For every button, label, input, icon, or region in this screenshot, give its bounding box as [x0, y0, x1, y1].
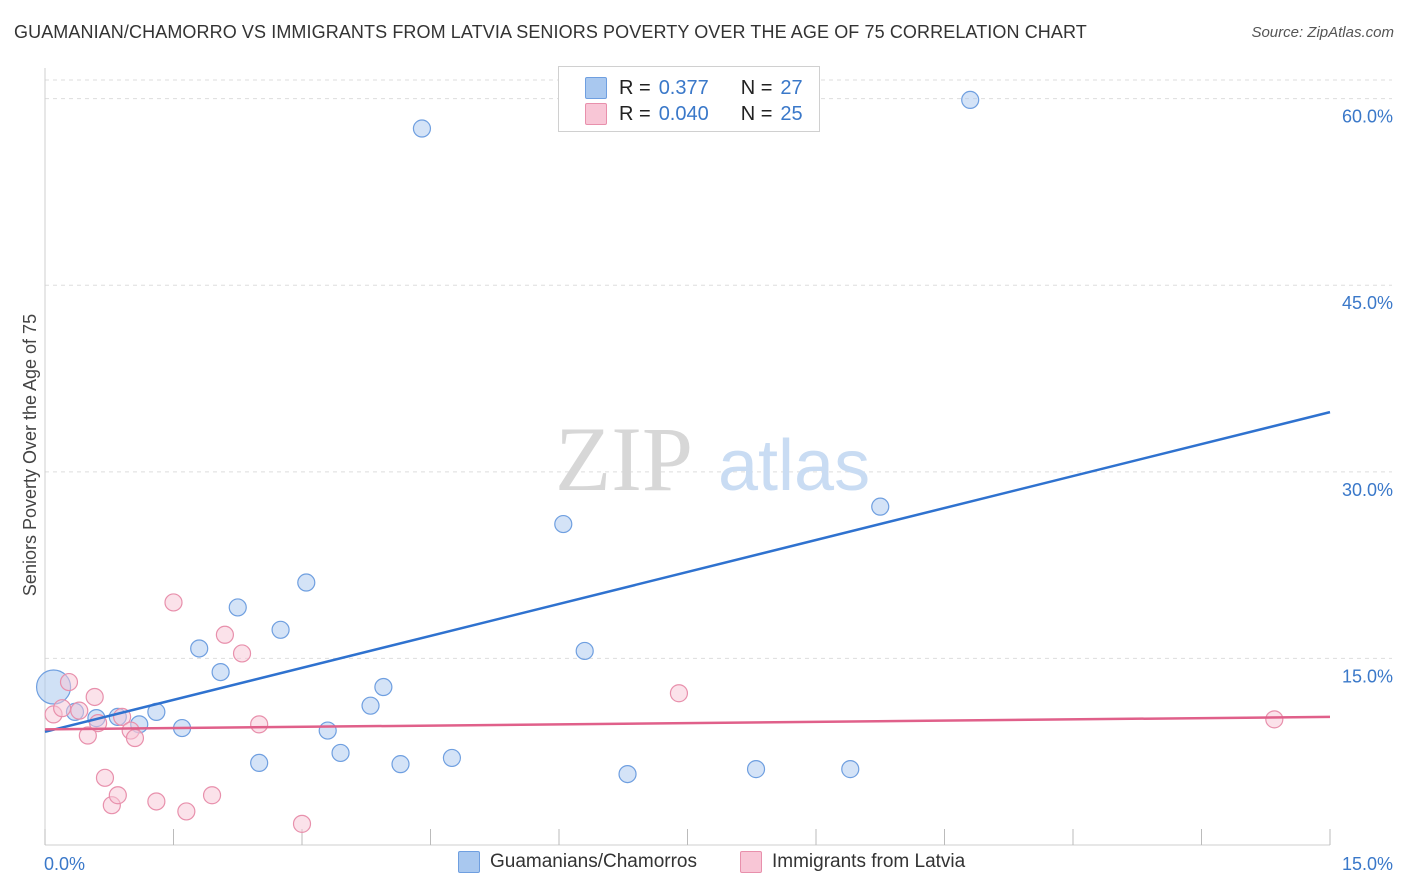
legend-item-guamanian[interactable]: Guamanians/Chamorros — [458, 851, 697, 873]
latvia-point — [147, 792, 166, 811]
guamanian-point — [297, 573, 316, 592]
latvia-point — [125, 728, 145, 748]
legend-swatch-latvia — [585, 103, 607, 125]
r-label: R = — [619, 76, 651, 99]
guamanian-point — [331, 743, 350, 763]
guamanian-point — [271, 620, 290, 639]
guamanian-point — [746, 760, 766, 779]
legend-label-latvia: Immigrants from Latvia — [772, 851, 966, 872]
guamanian-point — [554, 514, 573, 534]
y-tick-label: 15.0% — [1342, 666, 1393, 686]
latvia-point — [53, 699, 72, 718]
n-value: 27 — [780, 76, 803, 99]
guamanian-point — [412, 119, 432, 138]
legend-row-guamanian: R = 0.377 N = 27 — [585, 75, 803, 101]
latvia-trend-line — [44, 715, 1331, 731]
latvia-point — [250, 715, 269, 734]
tick-labels: 15.0% 30.0% 45.0% 60.0% 0.0% 15.0% — [44, 107, 1393, 874]
guamanian-point — [190, 639, 209, 658]
source-credit: Source: ZipAtlas.com — [1251, 24, 1394, 41]
chart-title: GUAMANIAN/CHAMORRO VS IMMIGRANTS FROM LA… — [14, 22, 1087, 42]
guamanian-point — [442, 748, 462, 768]
guamanian-point — [361, 696, 380, 715]
watermark-zip: ZIP — [555, 408, 693, 510]
legend-swatch-guamanian — [585, 77, 607, 99]
y-axis-label: Seniors Poverty Over the Age of 75 — [20, 314, 40, 596]
legend-item-latvia[interactable]: Immigrants from Latvia — [740, 851, 965, 873]
latvia-point — [177, 802, 196, 821]
r-value: 0.377 — [658, 76, 709, 99]
latvia-point — [164, 593, 183, 612]
guamanian-point — [871, 497, 890, 516]
latvia-point — [95, 768, 115, 787]
latvia-point — [292, 814, 312, 833]
guamanian-point — [374, 677, 393, 697]
guamanian-point — [228, 598, 247, 617]
trend-lines — [44, 410, 1331, 734]
legend-row-latvia: R = 0.040 N = 25 — [585, 101, 803, 127]
latvia-point — [1265, 710, 1284, 729]
n-label: N = — [740, 102, 773, 125]
stats-legend: R = 0.377 N = 27 R = 0.040 N = 25 — [558, 66, 820, 132]
latvia-point — [59, 672, 79, 692]
guamanian-trend-line — [44, 410, 1331, 734]
legend-swatch-guamanian — [458, 851, 480, 873]
y-tick-label: 60.0% — [1342, 107, 1393, 127]
guamanian-point — [618, 764, 637, 784]
guamanian-point — [250, 753, 269, 773]
latvia-point — [232, 644, 252, 663]
latvia-point — [215, 625, 234, 644]
latvia-point — [78, 726, 97, 745]
x-tick-label: 0.0% — [44, 854, 85, 874]
legend-swatch-latvia — [740, 851, 762, 873]
latvia-point — [108, 786, 127, 805]
guamanian-point — [841, 760, 860, 779]
guamanian-point — [575, 641, 594, 661]
r-value: 0.040 — [658, 102, 709, 125]
latvia-point — [85, 687, 104, 707]
guamanian-point — [318, 721, 337, 740]
guamanian-point — [961, 90, 980, 110]
latvia-point — [669, 684, 689, 703]
guamanian-point — [211, 662, 230, 682]
x-tick-label: 15.0% — [1342, 854, 1393, 874]
watermark: ZIP atlas — [555, 408, 870, 510]
gridlines — [45, 79, 1392, 659]
watermark-atlas: atlas — [718, 426, 870, 506]
y-tick-label: 30.0% — [1342, 480, 1393, 500]
latvia-point — [202, 786, 222, 805]
data-points — [35, 90, 1284, 833]
y-tick-label: 45.0% — [1342, 293, 1393, 313]
n-label: N = — [740, 76, 773, 99]
guamanian-point — [391, 755, 410, 774]
r-label: R = — [619, 102, 651, 125]
n-value: 25 — [780, 102, 803, 125]
latvia-point — [70, 701, 89, 720]
legend-label-guamanian: Guamanians/Chamorros — [490, 851, 697, 872]
